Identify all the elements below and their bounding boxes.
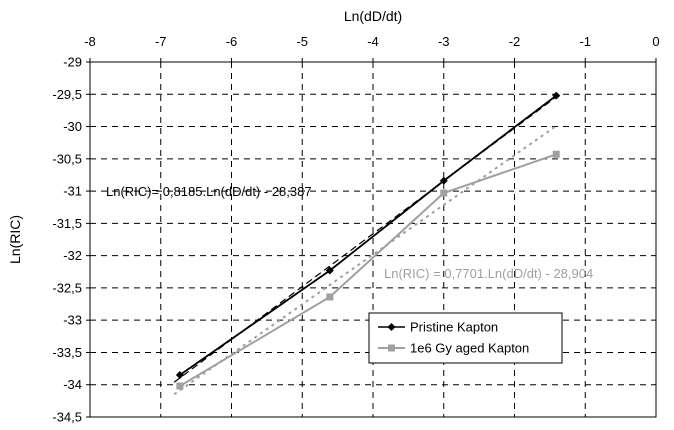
series-line-aged <box>179 153 557 387</box>
data-point-aged <box>326 293 334 301</box>
legend-box <box>368 312 563 364</box>
data-point-aged <box>440 189 448 197</box>
y-tick-label: -30,5 <box>52 151 82 166</box>
x-tick-label: -1 <box>579 34 591 49</box>
data-point-pristine <box>439 176 448 185</box>
x-tick-labels: -8 -7 -6 -5 -4 -3 -2 -1 0 <box>84 34 660 62</box>
y-tick-label: -32,5 <box>52 280 82 295</box>
y-axis-title: Ln(RIC) <box>7 215 23 264</box>
x-tick-label: -8 <box>84 34 96 49</box>
x-tick-label: -2 <box>509 34 521 49</box>
data-point-pristine <box>325 266 334 275</box>
y-tick-label: -34,5 <box>52 410 82 425</box>
y-tick-label: -34 <box>63 377 82 392</box>
data-point-aged <box>176 382 184 390</box>
y-tick-labels: -29 -29,5 -30 -30,5 -31 -31,5 -32 -32,5 -33 -33,5… <box>52 55 90 425</box>
data-point-pristine <box>175 371 184 380</box>
x-tick-label: -5 <box>296 34 308 49</box>
legend-marker-aged <box>388 344 395 352</box>
series-line-pristine <box>179 94 557 376</box>
y-tick-label: -29,5 <box>52 87 82 102</box>
trendline-equation-pristine: Ln(RIC)= 0,8185.Ln(dD/dt) - 28,387 <box>106 184 312 199</box>
grid <box>90 62 656 417</box>
y-tick-label: -33 <box>63 313 82 328</box>
legend: Pristine Kapton 1e6 Gy aged Kapton <box>368 312 563 364</box>
x-tick-label: -6 <box>226 34 238 49</box>
legend-marker-pristine <box>387 323 396 331</box>
y-tick-label: -30 <box>63 119 82 134</box>
trendline-aged <box>173 125 557 396</box>
y-tick-label: -29 <box>63 55 82 70</box>
trendline-equation-aged: Ln(RIC) = 0,7701.Ln(dD/dt) - 28,904 <box>384 266 593 281</box>
x-tick-label: -4 <box>367 34 379 49</box>
x-tick-label: -3 <box>438 34 450 49</box>
data-point-pristine <box>552 91 561 100</box>
data-point-aged <box>552 150 560 158</box>
series-group <box>175 91 561 390</box>
y-tick-label: -31 <box>63 184 82 199</box>
legend-label-aged: 1e6 Gy aged Kapton <box>410 341 529 356</box>
y-tick-label: -33,5 <box>52 345 82 360</box>
x-axis-title: Ln(dD/dt) <box>344 8 402 24</box>
legend-label-pristine: Pristine Kapton <box>410 320 498 335</box>
y-tick-label: -31,5 <box>52 216 82 231</box>
x-tick-label: -7 <box>155 34 167 49</box>
y-tick-label: -32 <box>63 248 82 263</box>
x-tick-label: 0 <box>652 34 659 49</box>
